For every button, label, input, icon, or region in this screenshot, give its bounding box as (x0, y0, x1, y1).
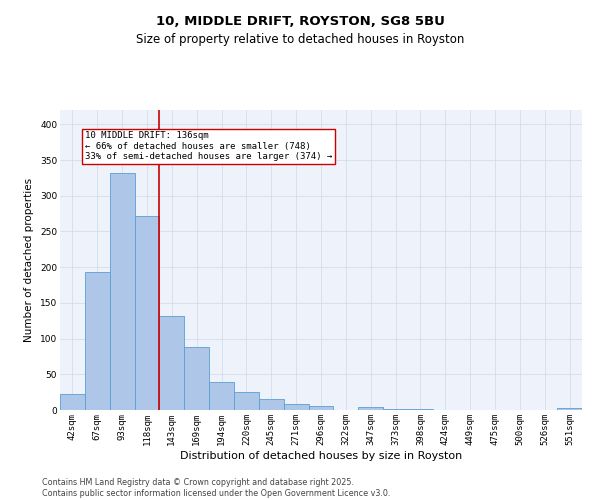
Bar (557, 408, 582, 410)
Y-axis label: Number of detached properties: Number of detached properties (25, 178, 34, 342)
Bar (383, 408, 408, 410)
X-axis label: Distribution of detached houses by size in Royston: Distribution of detached houses by size … (180, 450, 462, 460)
Bar (234, 392, 259, 410)
Bar (259, 400, 284, 410)
Text: 10, MIDDLE DRIFT, ROYSTON, SG8 5BU: 10, MIDDLE DRIFT, ROYSTON, SG8 5BU (155, 15, 445, 28)
Bar (284, 404, 308, 410)
Bar (358, 407, 383, 410)
Bar (308, 406, 334, 410)
Bar (110, 173, 134, 410)
Bar (184, 347, 209, 410)
Bar (85, 272, 110, 410)
Bar (160, 316, 184, 410)
Text: Size of property relative to detached houses in Royston: Size of property relative to detached ho… (136, 32, 464, 46)
Bar (408, 408, 433, 410)
Text: 10 MIDDLE DRIFT: 136sqm
← 66% of detached houses are smaller (748)
33% of semi-d: 10 MIDDLE DRIFT: 136sqm ← 66% of detache… (85, 132, 332, 161)
Bar (134, 216, 160, 410)
Text: Contains HM Land Registry data © Crown copyright and database right 2025.
Contai: Contains HM Land Registry data © Crown c… (42, 478, 391, 498)
Bar (60, 394, 85, 410)
Bar (209, 382, 234, 410)
